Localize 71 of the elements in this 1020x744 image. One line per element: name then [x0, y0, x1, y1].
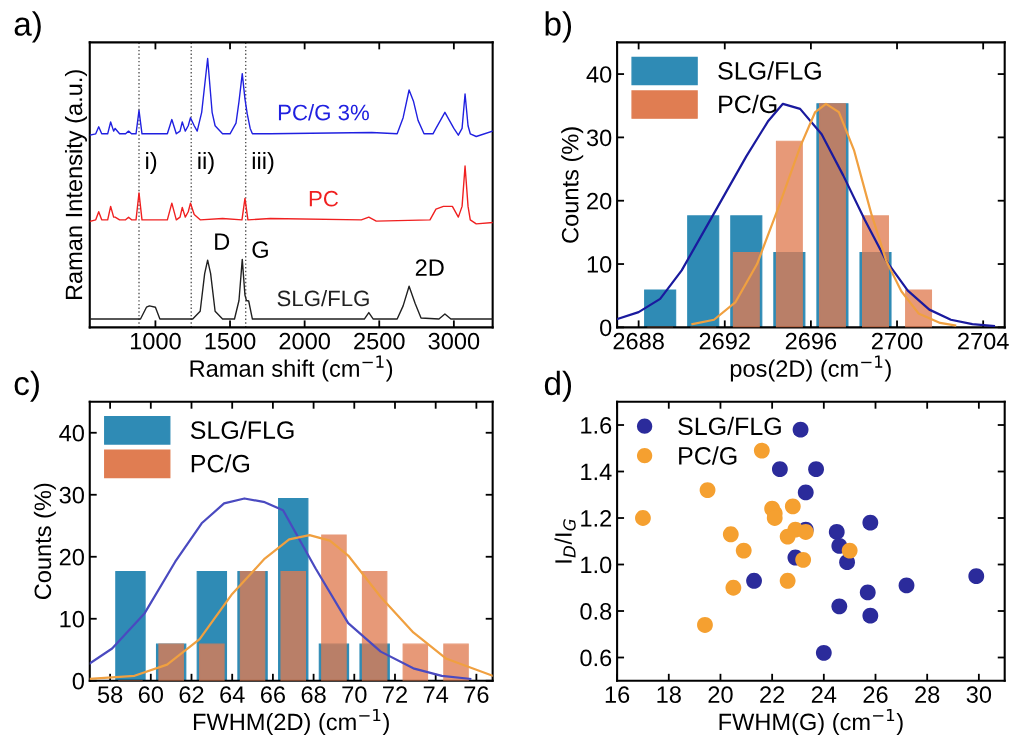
y-tick-label: 30 [586, 129, 612, 147]
y-tick-label: 20 [59, 548, 84, 566]
x-tick-label: 28 [915, 686, 940, 703]
y-axis-title: Counts (%) [561, 127, 584, 243]
y-axis-title: Raman Intensity (a.u.) [64, 70, 87, 300]
annotation: iii) [252, 151, 274, 174]
y-tick-label: 20 [587, 192, 612, 210]
x-tick-label: 18 [657, 686, 681, 703]
x-axis-title: FWHM(2D) (cm$^{−1}$) [193, 709, 389, 735]
x-axis-title: Raman shift (cm$^{−1}$) [190, 355, 393, 382]
chart-title: c) [14, 370, 39, 402]
x-tick-label: 70 [342, 686, 367, 703]
y-tick-label: 1.6 [581, 417, 612, 434]
x-tick-label: 2704 [958, 332, 1009, 350]
x-tick-label: 20 [708, 686, 733, 703]
x-tick-label: 64 [220, 686, 245, 703]
x-tick-label: 26 [863, 686, 888, 703]
legend-label: SLG/FLG [678, 416, 781, 436]
y-tick-label: 1.0 [581, 556, 612, 574]
series-label: SLG/FLG [277, 289, 369, 307]
y-tick-label: 0 [72, 672, 84, 690]
x-tick-label: 62 [179, 686, 204, 703]
chart-title: a) [14, 11, 41, 43]
annotation: i) [146, 151, 157, 174]
x-tick-label: 68 [301, 686, 326, 703]
x-tick-label: 1000 [130, 332, 181, 350]
x-tick-label: 16 [605, 686, 630, 703]
x-tick-label: 1500 [205, 332, 256, 350]
annotation: 2D [415, 259, 444, 276]
legend-label: SLG/FLG [718, 61, 821, 80]
x-tick-label: 76 [464, 686, 489, 703]
x-tick-label: 24 [811, 686, 837, 703]
x-axis-title: FWHM(G) (cm$^{−1}$) [719, 709, 903, 735]
x-tick-label: 2692 [699, 332, 750, 350]
series-label: PC [309, 190, 339, 207]
legend-label: PC/G [191, 454, 250, 473]
annotation: ii) [198, 151, 214, 174]
x-tick-label: 2700 [871, 332, 923, 350]
y-tick-label: 0 [600, 319, 612, 337]
y-tick-label: 40 [586, 66, 612, 83]
legend-label: PC/G [719, 94, 777, 114]
x-tick-label: 2000 [279, 332, 330, 350]
y-tick-label: 10 [587, 256, 612, 273]
y-axis-title: I$_{D}$/I$_{G}$ [554, 519, 576, 563]
annotation: G [252, 241, 268, 258]
y-tick-label: 30 [59, 486, 84, 504]
y-tick-label: 1.4 [581, 463, 612, 481]
x-tick-label: 2500 [354, 332, 405, 350]
series-label: PC/G 3% [278, 104, 369, 121]
y-tick-label: 0.6 [580, 649, 612, 667]
y-tick-label: 10 [60, 610, 84, 628]
y-tick-label: 0.8 [580, 603, 612, 620]
chart-title: d) [544, 370, 572, 402]
x-tick-label: 58 [97, 686, 123, 703]
x-tick-label: 3000 [428, 332, 480, 350]
x-tick-label: 60 [138, 686, 164, 703]
chart-title: b) [545, 11, 572, 43]
x-tick-label: 72 [383, 686, 407, 703]
x-tick-label: 2696 [785, 332, 837, 350]
x-tick-label: 2688 [613, 332, 664, 350]
x-axis-title: pos(2D) (cm$^{−1}$) [730, 355, 891, 382]
y-tick-label: 1.2 [581, 510, 612, 527]
legend-label: PC/G [679, 446, 737, 465]
x-tick-label: 74 [423, 686, 449, 703]
x-tick-label: 22 [760, 686, 785, 703]
y-tick-label: 40 [59, 424, 84, 442]
annotation: D [215, 233, 230, 250]
legend-label: SLG/FLG [190, 420, 294, 440]
y-axis-title: Counts (%) [33, 483, 56, 600]
x-tick-label: 30 [966, 686, 992, 703]
x-tick-label: 66 [260, 686, 285, 703]
